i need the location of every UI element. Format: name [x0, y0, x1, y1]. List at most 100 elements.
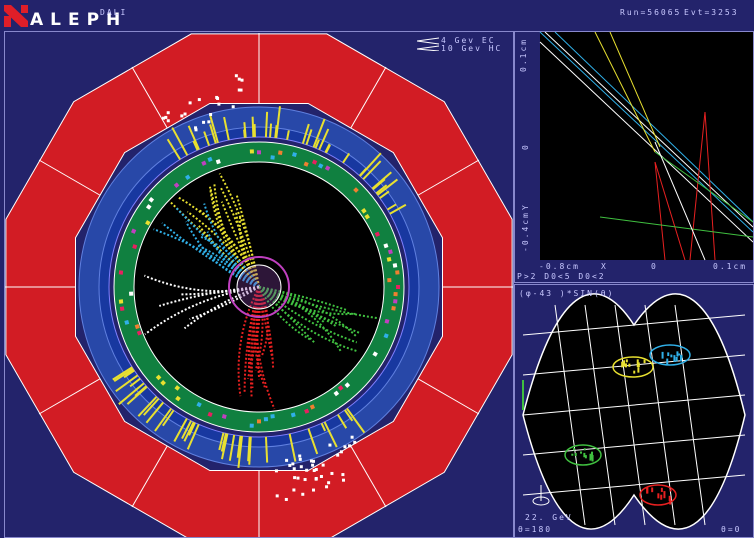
ecal-tower — [137, 395, 158, 417]
ecal-tower — [264, 111, 269, 138]
vertex-detector-core — [236, 264, 282, 310]
energy-deposit — [670, 354, 673, 358]
energy-deposit — [633, 370, 636, 374]
muon-hit — [183, 112, 187, 116]
ecal-tower — [129, 377, 141, 388]
phi-theta-projection-view[interactable]: (φ-43 )*SIN(θ) 22. GeV θ=180 θ=0 — [514, 284, 754, 538]
energy-deposit — [678, 353, 681, 356]
muon-hit — [234, 74, 238, 78]
tracker-cell — [384, 318, 390, 324]
track-green — [258, 286, 338, 328]
vertex-track — [554, 32, 753, 223]
energy-deposit — [646, 487, 649, 494]
grid-line — [674, 304, 706, 526]
energy-deposit — [637, 367, 640, 373]
tracker-cell — [270, 155, 275, 160]
muon-hit — [341, 473, 345, 477]
muon-hit — [336, 453, 340, 457]
theta-right-label: θ=0 — [721, 525, 742, 534]
ecal-tower — [372, 178, 386, 191]
track-green — [258, 286, 349, 312]
run-number: Run=56065 — [620, 8, 682, 17]
tracker-cell — [374, 231, 381, 237]
grid-line — [522, 434, 746, 456]
ecal-tower — [113, 367, 134, 382]
muon-hit — [314, 468, 318, 472]
track-green — [258, 286, 358, 353]
energy-deposit — [676, 351, 679, 357]
ecal-tower — [307, 428, 319, 455]
muon-hit — [312, 488, 316, 492]
muon-hit — [293, 476, 297, 480]
tracker-cell — [249, 149, 254, 154]
tracker-cell — [263, 417, 269, 422]
tracker-cell — [344, 382, 351, 388]
vertex-zoom-view[interactable]: 0.1cm 0 Y -0.4cm -0.8cm X 0 0.1cm P>2 D0… — [514, 31, 754, 283]
ecal-tower — [209, 115, 219, 143]
tracker-cell — [309, 404, 316, 410]
ecal-tower — [386, 203, 397, 211]
tracker-cell — [372, 351, 378, 357]
tracker-cell — [395, 270, 400, 275]
projection-title: (φ-43 )*SIN(θ) — [519, 289, 615, 298]
muon-hit — [207, 120, 211, 124]
muon-hit — [237, 88, 241, 92]
tracker-cell — [303, 161, 309, 167]
muon-hit — [237, 77, 241, 81]
grid-line — [522, 354, 746, 376]
energy-deposit — [637, 362, 640, 368]
ecal-tower — [275, 106, 281, 139]
tracker-cell — [221, 414, 227, 419]
legend-ec: 4 Gev EC — [441, 36, 496, 45]
track-red — [237, 286, 260, 397]
tracker-cell — [364, 213, 370, 220]
grid-line — [522, 314, 746, 336]
muon-hit — [298, 454, 302, 458]
ecal-tower — [134, 385, 148, 397]
cluster-green — [564, 444, 602, 466]
ecal-tower — [264, 436, 269, 463]
ecal-tower — [288, 433, 297, 462]
hcal-segment-line — [414, 376, 480, 415]
muon-hit — [342, 478, 345, 482]
energy-deposit — [591, 451, 594, 460]
grid-line — [584, 304, 616, 526]
muon-hit — [339, 450, 343, 454]
vertex-track — [654, 161, 666, 261]
tracker-cell — [129, 291, 134, 296]
tracker-cell — [387, 278, 392, 283]
event-number: Evt=3253 — [684, 8, 739, 17]
tracker-cell — [207, 411, 213, 418]
tracker-cell — [184, 174, 191, 181]
xy-detector-view[interactable]: 4 Gev EC 10 Gev HC — [4, 31, 514, 538]
tracker-cell — [324, 165, 331, 171]
ecal-tower — [375, 184, 388, 195]
track-green — [258, 286, 317, 345]
muon-hit — [166, 119, 170, 123]
ecal-tower — [154, 408, 172, 432]
muon-hit — [298, 457, 302, 461]
tracker-cell — [396, 285, 401, 289]
energy-deposit — [680, 355, 683, 359]
muon-hit — [348, 444, 352, 448]
hcal-segment-line — [414, 159, 480, 198]
energy-deposit — [660, 494, 663, 500]
vertex-track — [599, 216, 753, 238]
tracker-cell — [201, 160, 207, 166]
y-axis-label-zero: 0 — [521, 143, 530, 150]
ecal-tower — [228, 434, 236, 461]
ecal-tower — [342, 152, 351, 164]
tracker-cell — [337, 385, 344, 391]
ecal-tower — [344, 409, 354, 422]
energy-deposit — [668, 495, 671, 502]
muon-hit — [288, 463, 292, 467]
muon-hit — [292, 467, 296, 471]
track-red — [246, 286, 261, 380]
vertex-track — [654, 151, 753, 223]
muon-hit — [166, 111, 170, 115]
ecal-tower — [171, 127, 189, 156]
tracker-cell — [136, 330, 142, 336]
energy-deposit — [579, 451, 582, 454]
hcal-segment-line — [38, 159, 104, 198]
